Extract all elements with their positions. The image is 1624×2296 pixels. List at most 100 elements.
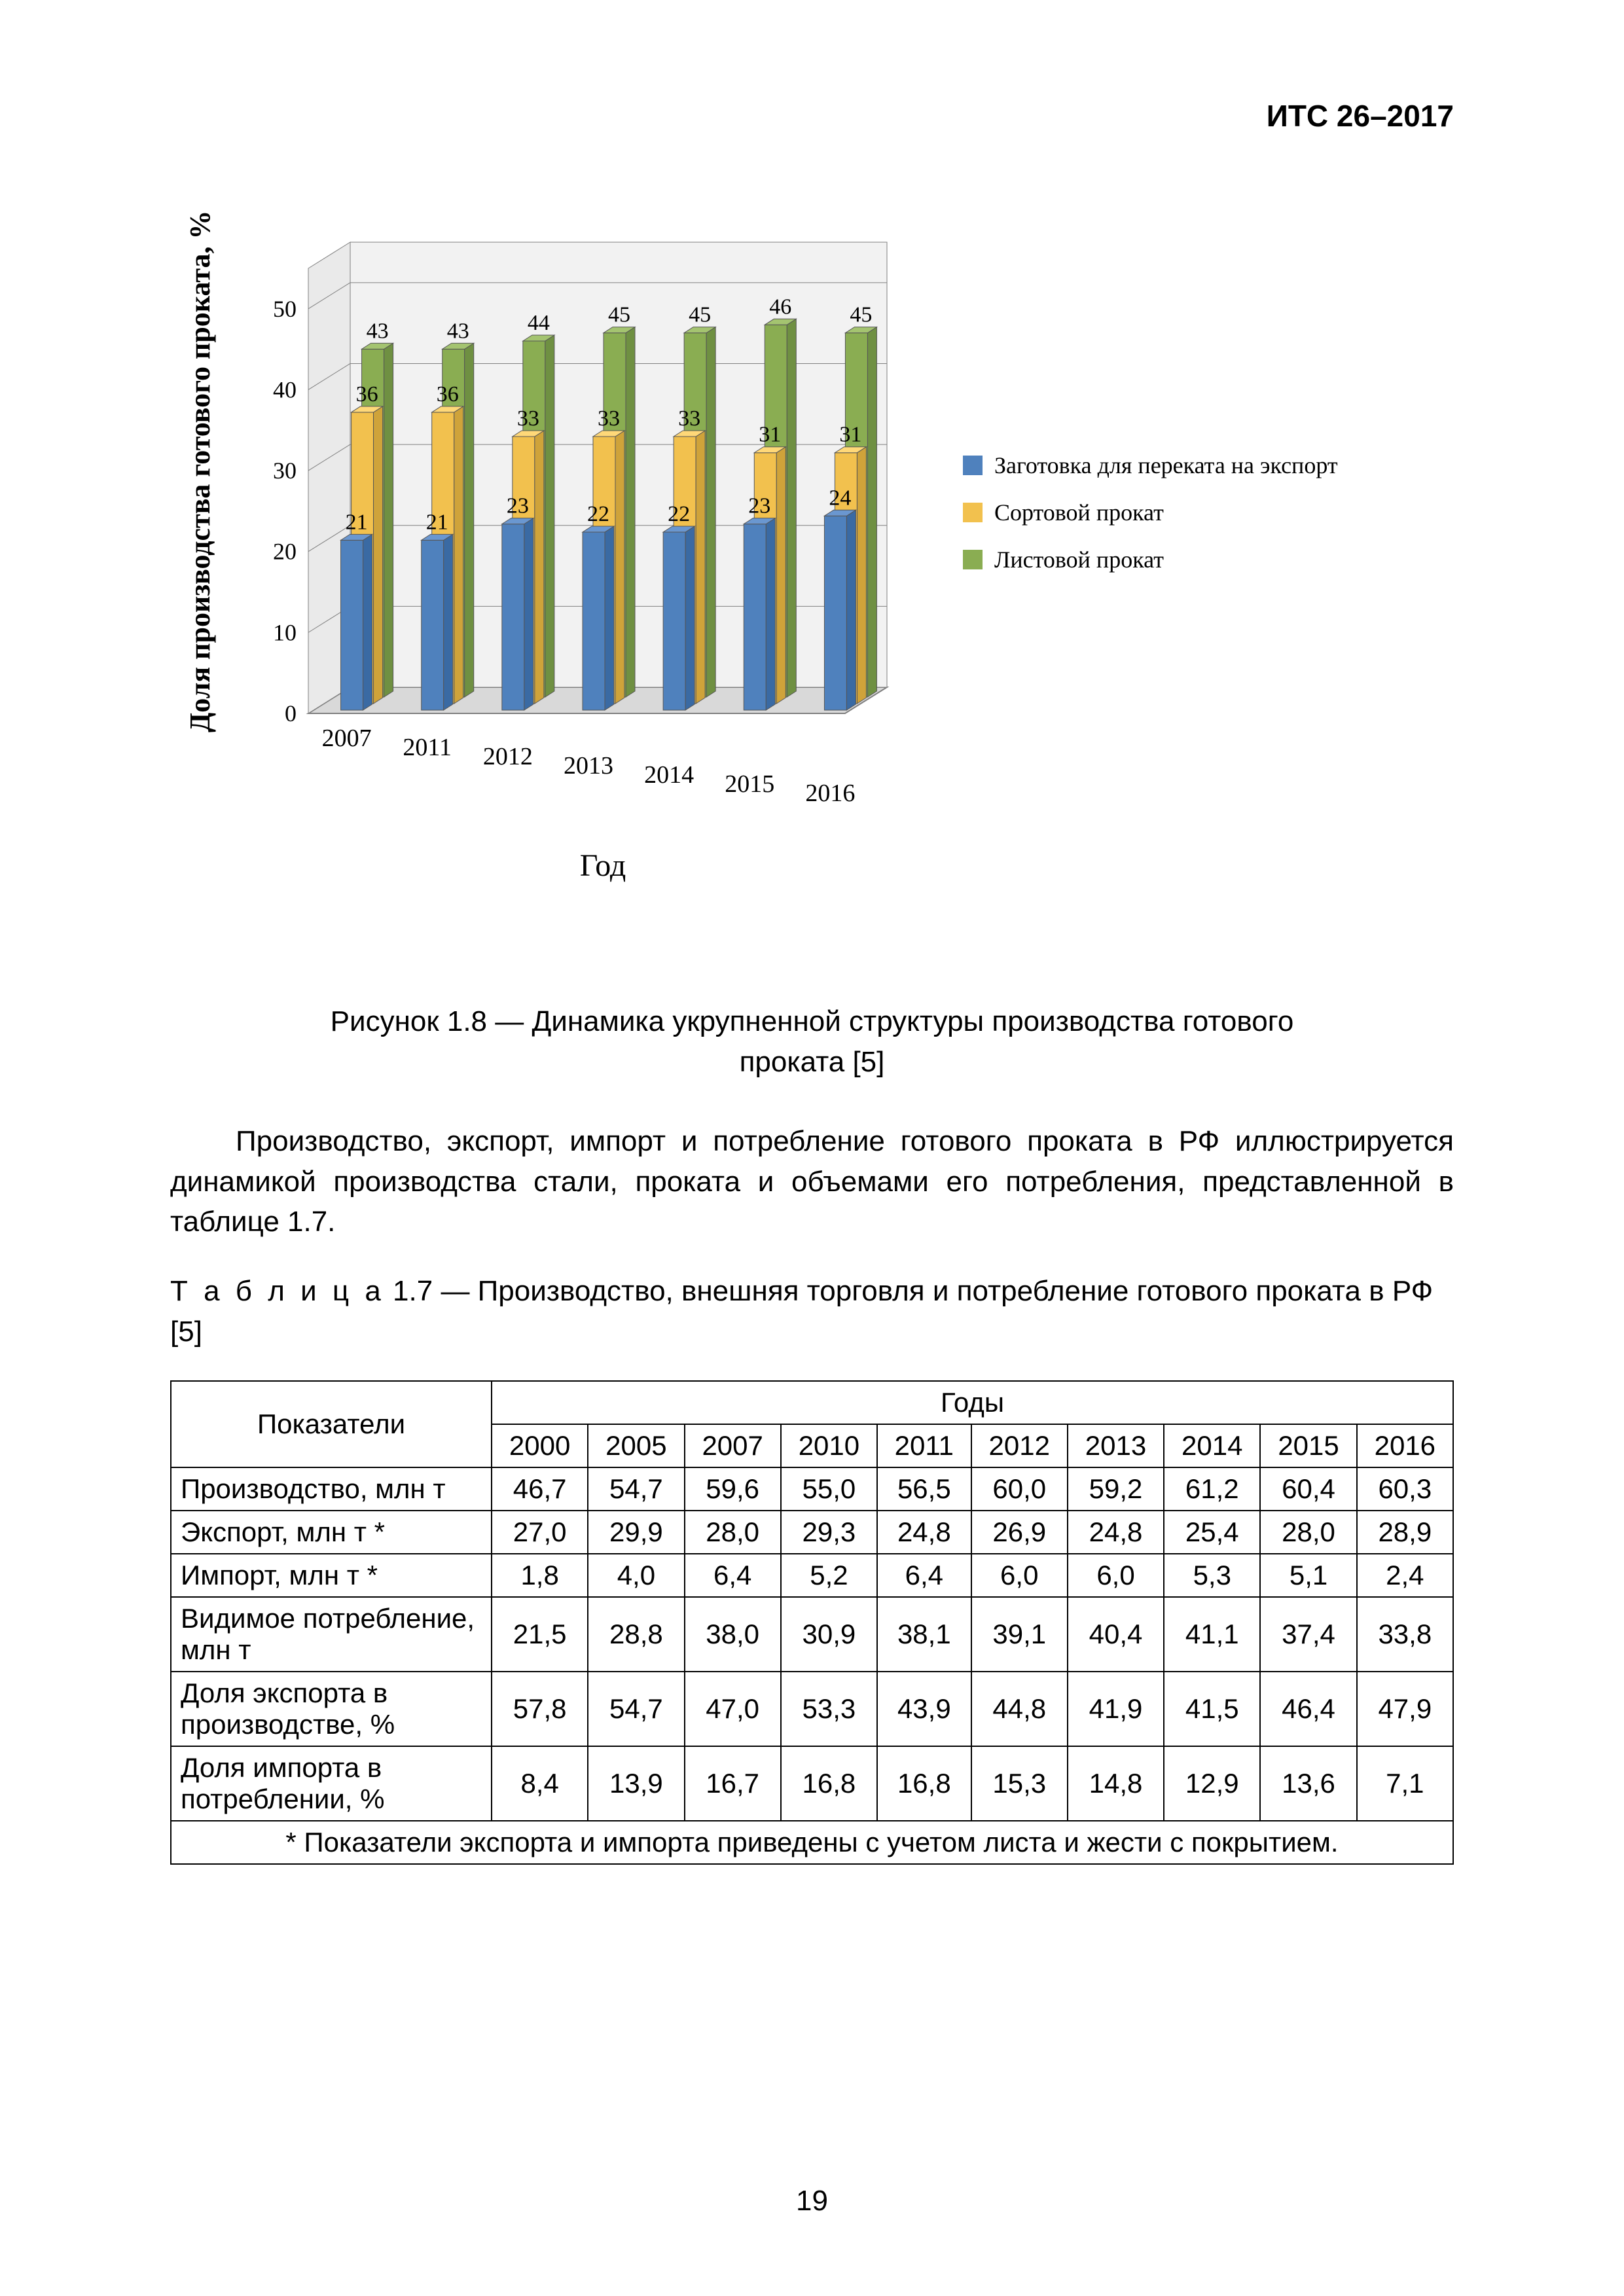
- svg-text:40: 40: [273, 376, 297, 403]
- svg-text:2015: 2015: [725, 770, 774, 798]
- svg-text:30: 30: [273, 457, 297, 484]
- svg-text:43: 43: [367, 319, 389, 343]
- table-cell: 29,3: [781, 1511, 877, 1554]
- table-cell: 13,9: [588, 1746, 684, 1821]
- svg-text:2012: 2012: [483, 743, 533, 770]
- svg-text:20: 20: [273, 539, 297, 565]
- table-cell: 39,1: [971, 1597, 1068, 1672]
- svg-text:23: 23: [507, 494, 529, 518]
- table-cell: 16,7: [685, 1746, 781, 1821]
- table-cell: 61,2: [1164, 1467, 1260, 1511]
- svg-text:21: 21: [426, 510, 448, 534]
- table-cell: 16,8: [877, 1746, 971, 1821]
- table-cell: 43,9: [877, 1672, 971, 1746]
- table-row-label: Доля экспорта в производстве, %: [171, 1672, 492, 1746]
- svg-text:21: 21: [346, 510, 368, 534]
- table-cell: 38,1: [877, 1597, 971, 1672]
- table-cell: 60,3: [1357, 1467, 1453, 1511]
- table-year-header: 2011: [877, 1424, 971, 1467]
- table-cell: 25,4: [1164, 1511, 1260, 1554]
- table-cell: 37,4: [1260, 1597, 1356, 1672]
- table-cell: 54,7: [588, 1467, 684, 1511]
- table-cell: 57,8: [492, 1672, 588, 1746]
- table-year-header: 2000: [492, 1424, 588, 1467]
- figure-caption: Рисунок 1.8 — Динамика укрупненной струк…: [170, 1001, 1454, 1082]
- table-row: Импорт, млн т *1,84,06,45,26,46,06,05,35…: [171, 1554, 1453, 1597]
- table-year-header: 2016: [1357, 1424, 1453, 1467]
- table-year-header: 2014: [1164, 1424, 1260, 1467]
- table-cell: 16,8: [781, 1746, 877, 1821]
- legend-swatch: [963, 550, 983, 569]
- table-cell: 12,9: [1164, 1746, 1260, 1821]
- table-cell: 6,4: [877, 1554, 971, 1597]
- table-cell: 41,9: [1068, 1672, 1164, 1746]
- table-cell: 28,0: [685, 1511, 781, 1554]
- table-row: Производство, млн т46,754,759,655,056,56…: [171, 1467, 1453, 1511]
- table-cell: 47,0: [685, 1672, 781, 1746]
- caption-line: Рисунок 1.8 — Динамика укрупненной струк…: [331, 1005, 1294, 1037]
- svg-text:31: 31: [759, 423, 781, 447]
- table-cell: 27,0: [492, 1511, 588, 1554]
- chart-plot: 0102030405043434445454645363633333331312…: [217, 177, 937, 884]
- table-cell: 41,1: [1164, 1597, 1260, 1672]
- chart-svg: 0102030405043434445454645363633333331312…: [217, 177, 937, 831]
- table-year-header: 2012: [971, 1424, 1068, 1467]
- table-year-header: 2007: [685, 1424, 781, 1467]
- table-cell: 8,4: [492, 1746, 588, 1821]
- svg-text:36: 36: [437, 382, 459, 406]
- table-cell: 2,4: [1357, 1554, 1453, 1597]
- table-cell: 60,0: [971, 1467, 1068, 1511]
- table-cell: 13,6: [1260, 1746, 1356, 1821]
- table-header-indicator: Показатели: [171, 1381, 492, 1467]
- table-year-header: 2013: [1068, 1424, 1164, 1467]
- svg-text:2011: 2011: [403, 734, 452, 761]
- table-cell: 5,1: [1260, 1554, 1356, 1597]
- table-cell: 4,0: [588, 1554, 684, 1597]
- svg-text:45: 45: [689, 303, 711, 327]
- data-table: ПоказателиГоды20002005200720102011201220…: [170, 1380, 1454, 1865]
- table-row: Видимое потребление, млн т21,528,838,030…: [171, 1597, 1453, 1672]
- svg-text:31: 31: [839, 423, 861, 447]
- chart-x-axis-label: Год: [217, 848, 937, 884]
- table-caption: Т а б л и ц а 1.7 — Производство, внешня…: [170, 1271, 1454, 1352]
- chart-y-axis-label: Доля производства готового проката, %: [170, 177, 217, 766]
- svg-text:50: 50: [273, 296, 297, 322]
- table-cell: 56,5: [877, 1467, 971, 1511]
- table-cell: 60,4: [1260, 1467, 1356, 1511]
- table-cell: 15,3: [971, 1746, 1068, 1821]
- table-row: Экспорт, млн т *27,029,928,029,324,826,9…: [171, 1511, 1453, 1554]
- legend-swatch: [963, 503, 983, 522]
- table-caption-word: Т а б л и ц а: [170, 1275, 385, 1307]
- table-cell: 33,8: [1357, 1597, 1453, 1672]
- svg-text:23: 23: [748, 494, 770, 518]
- svg-text:2014: 2014: [644, 761, 694, 789]
- svg-text:45: 45: [608, 303, 630, 327]
- table-footnote: * Показатели экспорта и импорта приведен…: [171, 1821, 1453, 1864]
- legend-swatch: [963, 456, 983, 475]
- table-cell: 40,4: [1068, 1597, 1164, 1672]
- svg-text:36: 36: [356, 382, 378, 406]
- caption-line: проката [5]: [740, 1046, 885, 1078]
- svg-text:46: 46: [769, 295, 791, 319]
- svg-text:2016: 2016: [805, 780, 855, 807]
- table-cell: 46,4: [1260, 1672, 1356, 1746]
- table-year-header: 2010: [781, 1424, 877, 1467]
- table-row-label: Производство, млн т: [171, 1467, 492, 1511]
- table-row-label: Видимое потребление, млн т: [171, 1597, 492, 1672]
- table-cell: 6,0: [971, 1554, 1068, 1597]
- table-year-header: 2005: [588, 1424, 684, 1467]
- table-cell: 53,3: [781, 1672, 877, 1746]
- table-cell: 26,9: [971, 1511, 1068, 1554]
- table-header-years: Годы: [492, 1381, 1453, 1424]
- svg-text:24: 24: [829, 486, 851, 510]
- legend-item: Сортовой прокат: [963, 499, 1338, 526]
- page-number: 19: [0, 2185, 1624, 2217]
- svg-text:10: 10: [273, 619, 297, 645]
- table-cell: 38,0: [685, 1597, 781, 1672]
- table-cell: 59,6: [685, 1467, 781, 1511]
- chart-legend: Заготовка для переката на экспорт Сортов…: [963, 452, 1338, 593]
- table-cell: 28,8: [588, 1597, 684, 1672]
- table-row: Доля импорта в потреблении, %8,413,916,7…: [171, 1746, 1453, 1821]
- svg-text:2013: 2013: [564, 752, 613, 780]
- table-cell: 46,7: [492, 1467, 588, 1511]
